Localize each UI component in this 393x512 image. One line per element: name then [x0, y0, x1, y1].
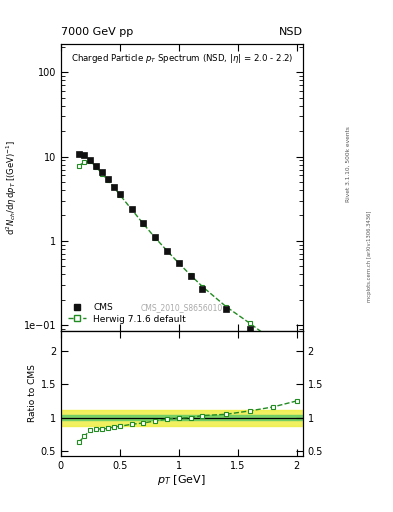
Bar	[61, 410, 303, 425]
Bar	[61, 415, 303, 420]
Text: 7000 GeV pp: 7000 GeV pp	[61, 27, 133, 37]
Text: Charged Particle $p_T$ Spectrum (NSD, $|\eta|$ = 2.0 - 2.2): Charged Particle $p_T$ Spectrum (NSD, $|…	[70, 52, 293, 65]
Text: mcplots.cern.ch [arXiv:1306.3436]: mcplots.cern.ch [arXiv:1306.3436]	[367, 210, 372, 302]
Text: Rivet 3.1.10, 500k events: Rivet 3.1.10, 500k events	[345, 126, 350, 202]
Legend: CMS, Herwig 7.1.6 default: CMS, Herwig 7.1.6 default	[65, 300, 189, 326]
Text: NSD: NSD	[279, 27, 303, 37]
X-axis label: $p_T$ [GeV]: $p_T$ [GeV]	[158, 473, 206, 487]
Text: CMS_2010_S8656010: CMS_2010_S8656010	[141, 303, 223, 312]
Y-axis label: $\mathrm{d}^2N_{ch}/\mathrm{d}\eta\,\mathrm{d}p_T\;[(\mathrm{GeV})^{-1}]$: $\mathrm{d}^2N_{ch}/\mathrm{d}\eta\,\mat…	[5, 140, 19, 234]
Y-axis label: Ratio to CMS: Ratio to CMS	[28, 365, 37, 422]
